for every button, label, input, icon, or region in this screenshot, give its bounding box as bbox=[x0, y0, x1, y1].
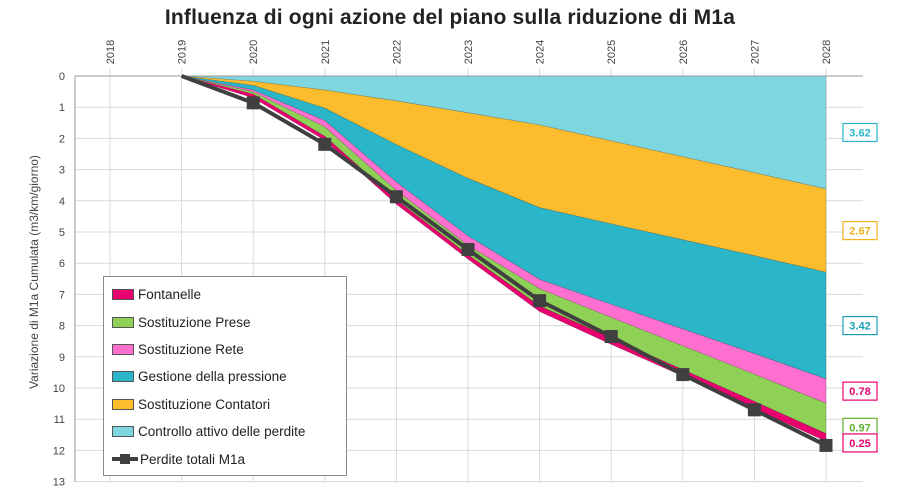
legend-label: Controllo attivo delle perdite bbox=[138, 424, 306, 440]
y-tick-label: 1 bbox=[59, 102, 65, 114]
area-gestione-della-pressione bbox=[181, 75, 827, 380]
x-tick-label: 2018 bbox=[105, 40, 117, 64]
value-label: 3.42 bbox=[842, 316, 878, 336]
legend-label: Fontanelle bbox=[138, 287, 202, 303]
value-label: 3.62 bbox=[842, 122, 878, 143]
value-label-text: 3.42 bbox=[849, 321, 870, 333]
total-marker bbox=[246, 96, 260, 110]
value-label-box bbox=[842, 316, 878, 336]
y-tick-label: 0 bbox=[59, 71, 65, 83]
total-marker bbox=[819, 438, 833, 452]
total-marker bbox=[533, 294, 547, 308]
x-tick-label: 2022 bbox=[391, 40, 403, 64]
x-tick-label: 2019 bbox=[177, 40, 189, 64]
chart-title: Influenza di ogni azione del piano sulla… bbox=[164, 6, 736, 29]
y-tick-label: 11 bbox=[54, 414, 65, 426]
value-label-box bbox=[842, 433, 878, 453]
y-tick-label: 6 bbox=[59, 258, 65, 270]
x-tick-label: 2023 bbox=[463, 40, 475, 64]
y-tick-label: 2 bbox=[59, 133, 65, 145]
legend-item: Fontanelle bbox=[112, 281, 346, 308]
legend-swatch bbox=[112, 316, 134, 328]
legend-item: Sostituzione Contatori bbox=[112, 391, 346, 418]
legend-label: Sostituzione Prese bbox=[138, 314, 251, 330]
y-tick-label: 13 bbox=[53, 477, 65, 489]
legend-line-marker bbox=[112, 454, 138, 465]
y-tick-label: 12 bbox=[53, 445, 65, 457]
y-tick-label: 10 bbox=[53, 383, 65, 395]
value-label-text: 0.25 bbox=[849, 438, 870, 450]
value-label: 0.97 bbox=[842, 417, 878, 437]
x-tick-label: 2025 bbox=[606, 40, 618, 64]
y-axis-title: Variazione di M1a Cumulata (m3/km/giorno… bbox=[27, 155, 41, 389]
y-tick-label: 8 bbox=[59, 321, 65, 333]
legend: Fontanelle Sostituzione Prese Sostituzione… bbox=[103, 276, 347, 476]
y-tick-label: 5 bbox=[59, 227, 65, 239]
legend-item: Controllo attivo delle perdite bbox=[112, 418, 346, 445]
legend-swatch bbox=[112, 343, 134, 355]
value-label-text: 0.97 bbox=[849, 422, 870, 434]
area-sostituzione-rete bbox=[181, 75, 827, 404]
legend-swatch bbox=[112, 398, 134, 410]
total-line-path bbox=[180, 74, 827, 448]
legend-item: Perdite totali M1a bbox=[112, 445, 346, 472]
value-label-text: 0.78 bbox=[849, 386, 870, 398]
legend-item: Sostituzione Rete bbox=[112, 336, 346, 363]
legend-label: Sostituzione Rete bbox=[138, 341, 244, 357]
value-label-box bbox=[842, 381, 878, 401]
value-label: 2.67 bbox=[842, 220, 878, 241]
y-tick-label: 4 bbox=[59, 196, 65, 208]
x-tick-label: 2020 bbox=[248, 40, 260, 64]
area-sostituzione-contatori bbox=[181, 75, 827, 273]
y-tick-label: 3 bbox=[59, 165, 65, 177]
legend-swatch bbox=[112, 289, 134, 301]
area-fontanelle bbox=[181, 75, 827, 442]
total-marker bbox=[389, 190, 403, 204]
value-label: 0.78 bbox=[842, 381, 878, 401]
area-sostituzione-prese bbox=[181, 75, 827, 435]
value-label-text: 3.62 bbox=[849, 127, 870, 139]
value-label-box bbox=[842, 220, 878, 241]
y-tick-label: 9 bbox=[59, 352, 65, 364]
x-tick-label: 2024 bbox=[535, 40, 547, 64]
x-tick-label: 2021 bbox=[320, 40, 332, 64]
value-labels: 3.62 2.67 3.42 0.78 0.97 0.25 bbox=[842, 122, 878, 453]
stacked-areas bbox=[181, 75, 827, 442]
total-line bbox=[180, 74, 833, 452]
total-marker bbox=[747, 403, 761, 417]
y-tick-label: 7 bbox=[59, 289, 65, 301]
legend-item: Gestione della pressione bbox=[112, 363, 346, 390]
x-tick-label: 2027 bbox=[749, 40, 761, 64]
legend-swatch bbox=[112, 426, 134, 438]
x-tick-label: 2028 bbox=[821, 40, 833, 64]
value-label-box bbox=[842, 122, 878, 143]
legend-label: Gestione della pressione bbox=[138, 369, 287, 385]
legend-label: Perdite totali M1a bbox=[140, 451, 246, 467]
x-tick-label: 2026 bbox=[678, 40, 690, 64]
total-marker bbox=[318, 137, 332, 151]
legend-swatch bbox=[112, 371, 134, 383]
total-marker bbox=[461, 242, 475, 256]
value-label-text: 2.67 bbox=[849, 226, 870, 238]
legend-item: Sostituzione Prese bbox=[112, 308, 346, 335]
legend-label: Sostituzione Contatori bbox=[138, 396, 271, 412]
value-label: 0.25 bbox=[842, 433, 878, 453]
total-marker bbox=[676, 368, 690, 382]
total-marker bbox=[604, 330, 618, 344]
